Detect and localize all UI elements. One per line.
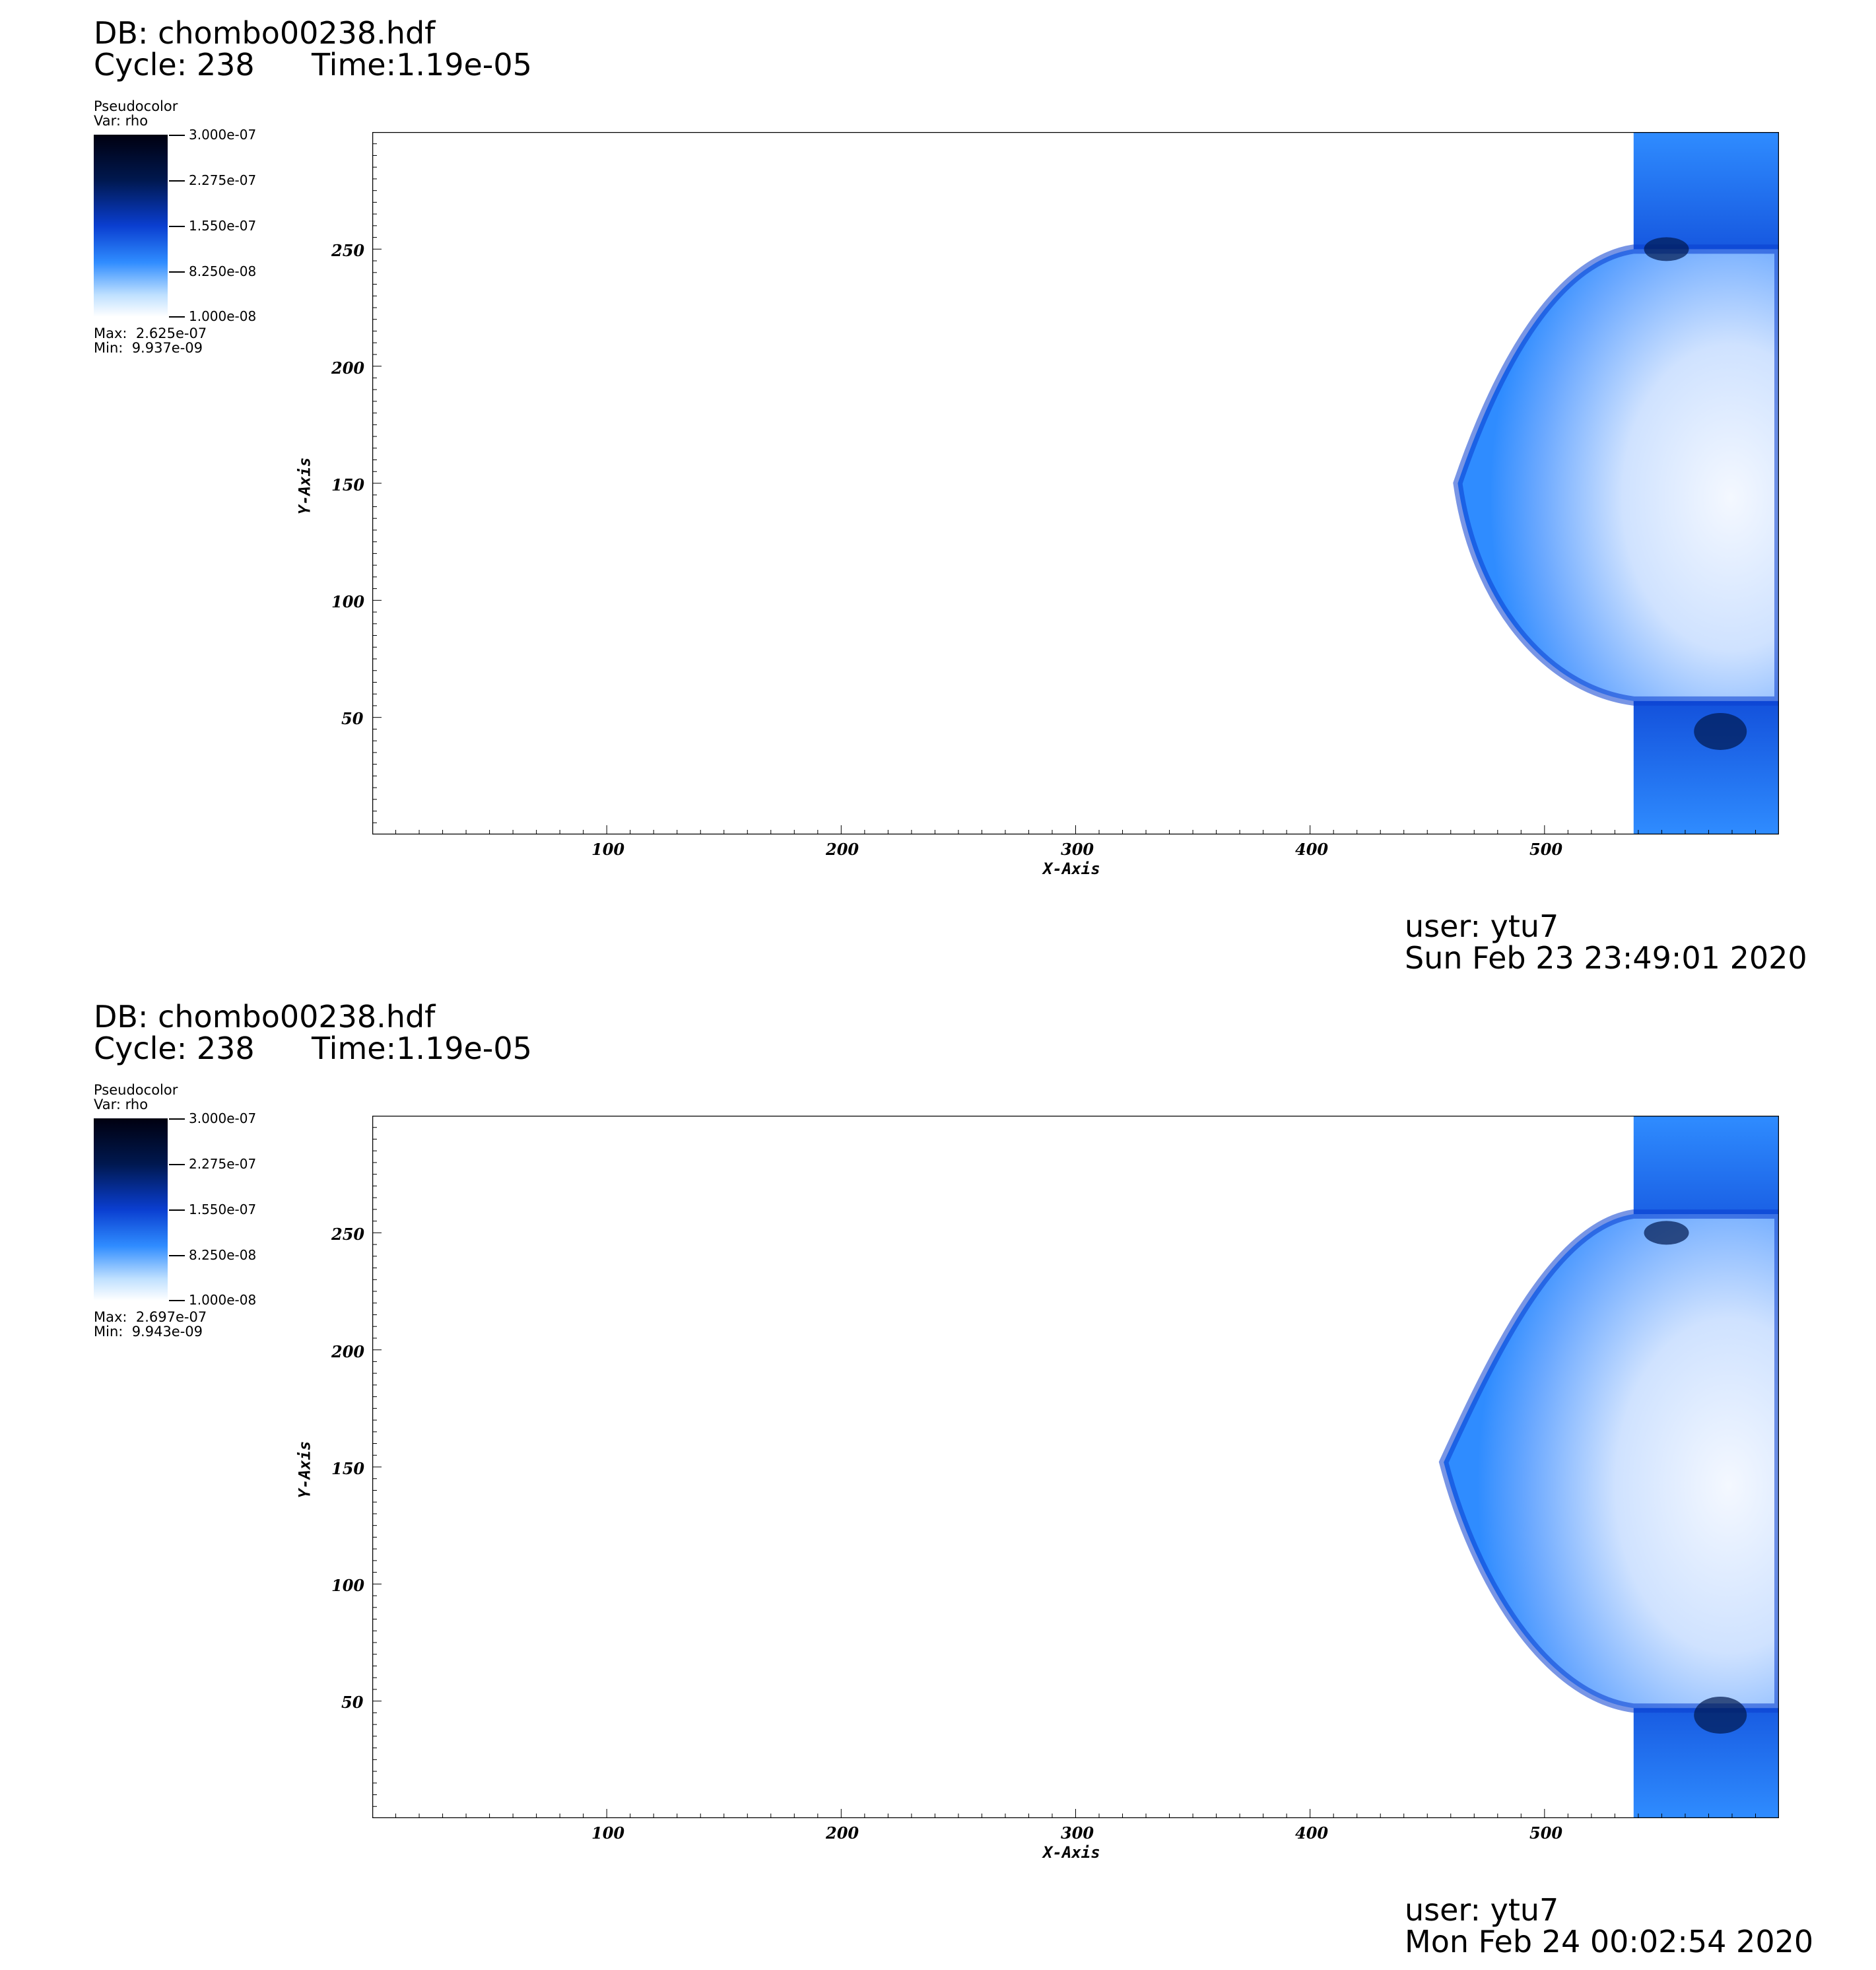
visit-panel-2: DB: chombo00238.hdf Cycle: 238 Time:1.19…: [0, 984, 1876, 1967]
x-tick-label: 200: [826, 840, 859, 859]
x-axis-title: X-Axis: [1043, 860, 1100, 878]
x-tick-label: 400: [1295, 840, 1329, 859]
colorbar-label: 8.250e-08: [189, 1247, 257, 1263]
y-tick-label: 50: [341, 1693, 364, 1712]
colorbar-tick: [169, 135, 185, 136]
colorbar-label: 3.000e-07: [189, 127, 257, 143]
y-tick-label: 150: [331, 475, 365, 494]
date-label: Sun Feb 23 23:49:01 2020: [1405, 940, 1807, 976]
colorbar: [94, 1118, 168, 1301]
x-tick-label: 300: [1061, 1823, 1094, 1843]
colorbar-tick: [169, 271, 185, 273]
x-tick-label: 100: [591, 840, 625, 859]
colorbar-label: 1.550e-07: [189, 218, 257, 234]
colorbar-label: 1.000e-08: [189, 308, 257, 324]
x-tick-label: 500: [1529, 840, 1563, 859]
colorbar-tick: [169, 1209, 185, 1211]
date-label: Mon Feb 24 00:02:54 2020: [1405, 1924, 1814, 1959]
density-knot: [1644, 1221, 1689, 1245]
legend-max: Max: 2.697e-07: [94, 1309, 207, 1325]
y-tick-label: 200: [331, 358, 365, 378]
legend-min: Min: 9.937e-09: [94, 340, 203, 356]
y-tick-label: 200: [331, 1342, 365, 1361]
legend-min: Min: 9.943e-09: [94, 1324, 203, 1340]
visit-panel-1: DB: chombo00238.hdf Cycle: 238 Time:1.19…: [0, 0, 1876, 984]
colorbar-tick: [169, 1255, 185, 1256]
y-tick-label: 250: [331, 241, 365, 260]
db-title: DB: chombo00238.hdf: [94, 15, 436, 51]
user-label: user: ytu7: [1405, 908, 1559, 944]
y-tick-label: 250: [331, 1225, 365, 1244]
db-title: DB: chombo00238.hdf: [94, 999, 436, 1035]
x-tick-label: 200: [826, 1823, 859, 1843]
colorbar-label: 1.550e-07: [189, 1202, 257, 1217]
y-tick-label: 100: [331, 592, 365, 611]
density-knot: [1694, 712, 1747, 750]
colorbar-label: 1.000e-08: [189, 1292, 257, 1308]
colorbar-tick: [169, 1118, 185, 1120]
colorbar-tick: [169, 1300, 185, 1301]
legend-var: Var: rho: [94, 113, 149, 129]
x-tick-label: 100: [591, 1823, 625, 1843]
plot-area: [372, 1116, 1779, 1818]
legend-max: Max: 2.625e-07: [94, 325, 207, 341]
x-axis-title: X-Axis: [1043, 1843, 1100, 1862]
y-tick-label: 50: [341, 709, 364, 728]
legend-var: Var: rho: [94, 1097, 149, 1112]
colorbar-label: 8.250e-08: [189, 263, 257, 279]
y-axis-title: Y-Axis: [295, 1441, 314, 1499]
density-bubble: [1453, 244, 1779, 706]
user-label: user: ytu7: [1405, 1892, 1559, 1928]
legend-plot-type: Pseudocolor: [94, 98, 178, 114]
colorbar-tick: [169, 316, 185, 318]
colorbar-label: 3.000e-07: [189, 1110, 257, 1126]
colorbar-label: 2.275e-07: [189, 1156, 257, 1172]
colorbar-tick: [169, 180, 185, 182]
cycle-label: Cycle: 238: [94, 1031, 255, 1066]
legend-plot-type: Pseudocolor: [94, 1082, 178, 1098]
plot-area: [372, 132, 1779, 834]
colorbar-tick: [169, 1164, 185, 1165]
y-tick-label: 100: [331, 1576, 365, 1595]
density-knot: [1694, 1696, 1747, 1734]
y-tick-label: 150: [331, 1459, 365, 1478]
density-knot: [1644, 237, 1689, 261]
x-tick-label: 400: [1295, 1823, 1329, 1843]
cycle-label: Cycle: 238: [94, 47, 255, 83]
colorbar-label: 2.275e-07: [189, 172, 257, 188]
colorbar: [94, 135, 168, 317]
colorbar-tick: [169, 226, 185, 227]
time-label: Time:1.19e-05: [312, 1031, 532, 1066]
y-axis-title: Y-Axis: [295, 457, 314, 515]
x-tick-label: 500: [1529, 1823, 1563, 1843]
density-bubble: [1438, 1209, 1779, 1713]
x-tick-label: 300: [1061, 840, 1094, 859]
time-label: Time:1.19e-05: [312, 47, 532, 83]
